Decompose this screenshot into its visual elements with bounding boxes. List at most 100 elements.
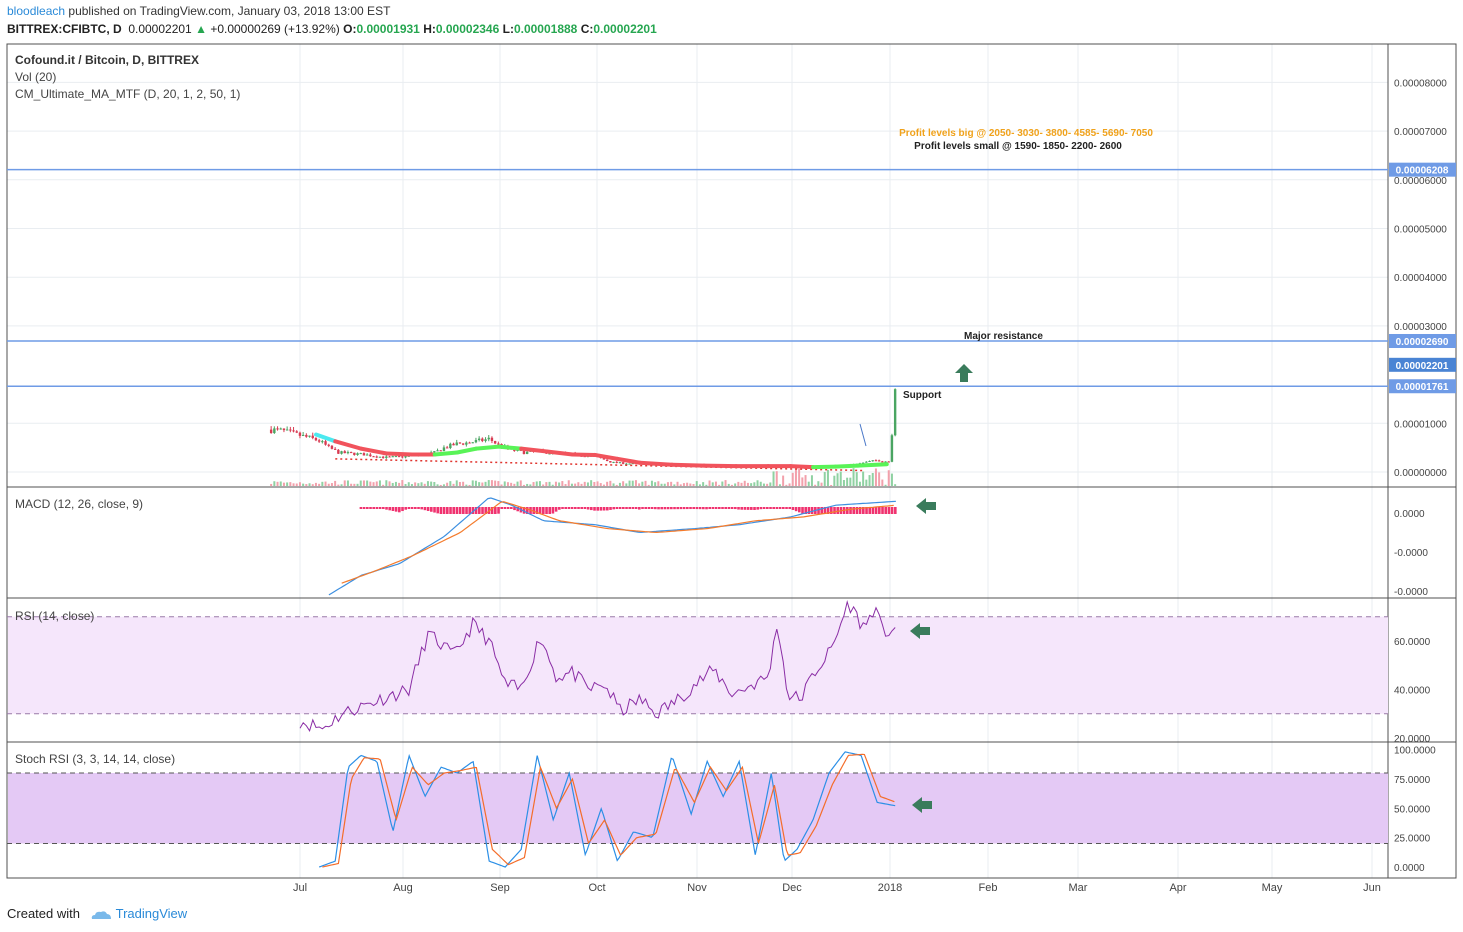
- macd-histogram-bar: [474, 507, 478, 514]
- volume-bar: [471, 480, 474, 486]
- macd-histogram-bar: [574, 507, 577, 509]
- volume-bar: [833, 475, 836, 486]
- macd-histogram-bar: [871, 507, 875, 514]
- ma-segment: [333, 439, 363, 451]
- volume-bar: [782, 475, 785, 486]
- macd-histogram-bar: [442, 507, 446, 514]
- macd-histogram-bar: [561, 507, 564, 510]
- candle-body: [321, 441, 324, 443]
- volume-bar: [346, 480, 349, 486]
- candle-body: [484, 439, 487, 442]
- macd-histogram-bar: [506, 507, 510, 509]
- volume-bar: [849, 477, 852, 486]
- volume-bar: [586, 482, 589, 486]
- macd-histogram-bar: [644, 507, 648, 509]
- macd-histogram-bar: [881, 507, 884, 514]
- macd-histogram-bar: [452, 507, 456, 514]
- macd-histogram-bar: [458, 507, 462, 514]
- macd-histogram-bar: [676, 507, 680, 510]
- volume-bar: [750, 483, 753, 486]
- volume-bar: [775, 471, 778, 486]
- macd-histogram-bar: [695, 507, 699, 510]
- macd-histogram-bar: [718, 507, 721, 509]
- volume-bar: [842, 480, 845, 486]
- volume-bar: [353, 483, 356, 486]
- candle-body: [487, 437, 490, 440]
- candle-body: [625, 463, 628, 465]
- author-link[interactable]: bloodleach: [7, 4, 66, 18]
- macd-histogram-bar: [394, 507, 398, 512]
- candle-body: [445, 447, 449, 449]
- volume-bar: [439, 484, 442, 486]
- stoch-y-tick-label: 50.0000: [1394, 804, 1431, 815]
- macd-histogram-bar: [689, 507, 692, 510]
- macd-histogram-bar: [388, 507, 392, 511]
- candle-body: [609, 461, 612, 463]
- macd-histogram-bar: [420, 507, 424, 510]
- candle-body: [289, 429, 292, 431]
- tradingview-link[interactable]: TradingView: [115, 906, 188, 921]
- publish-info: bloodleach published on TradingView.com,…: [7, 4, 390, 18]
- volume-bar: [686, 482, 689, 486]
- volume-bar: [666, 482, 669, 486]
- candle-body: [346, 452, 350, 454]
- macd-histogram-bar: [762, 507, 766, 509]
- ma-segment: [384, 451, 415, 457]
- volume-bar: [810, 475, 813, 486]
- volume-bar: [577, 482, 580, 486]
- volume-bar: [375, 481, 378, 486]
- candle-body: [314, 437, 318, 441]
- candle-body: [378, 456, 382, 458]
- price-pane-title: Cofound.it / Bitcoin, D, BITTREX: [15, 53, 199, 67]
- volume-bar: [734, 483, 737, 486]
- macd-histogram-bar: [686, 507, 689, 510]
- candle-body: [439, 450, 442, 452]
- candle-body: [269, 429, 273, 434]
- macd-histogram-bar: [401, 507, 404, 512]
- volume-bar: [807, 481, 810, 486]
- price-label: 0.00001761: [1396, 382, 1449, 393]
- macd-histogram-bar: [577, 507, 580, 509]
- volume-bar: [644, 480, 647, 486]
- volume-bar: [500, 484, 503, 486]
- volume-bar: [497, 481, 500, 486]
- candle-body: [890, 435, 894, 462]
- volume-bar: [295, 483, 298, 486]
- macd-histogram-bar: [746, 507, 750, 510]
- profit-levels-small: Profit levels small @ 1590- 1850- 2200- …: [914, 141, 1122, 152]
- candle-body: [292, 430, 295, 432]
- volume-bar: [567, 480, 570, 486]
- volume-bar: [545, 482, 548, 486]
- change-up-icon: ▲: [195, 22, 207, 36]
- volume-bar: [634, 480, 637, 486]
- macd-histogram-bar: [634, 507, 638, 509]
- macd-histogram-bar: [516, 507, 520, 512]
- macd-histogram-bar: [878, 507, 881, 514]
- macd-histogram-bar: [503, 507, 507, 509]
- volume-bar: [791, 472, 794, 486]
- volume-bar: [836, 473, 839, 486]
- volume-bar: [452, 483, 455, 486]
- volume-bar: [884, 484, 887, 486]
- macd-histogram-bar: [858, 507, 862, 514]
- volume-bar: [718, 484, 721, 486]
- candle-body: [477, 438, 481, 441]
- candle-body: [362, 453, 366, 456]
- macd-histogram-bar: [817, 507, 820, 514]
- candle-body: [273, 428, 276, 434]
- volume-bar: [878, 472, 881, 486]
- stoch-y-tick-label: 0.0000: [1394, 863, 1425, 874]
- volume-bar: [759, 481, 762, 486]
- macd-histogram-bar: [410, 507, 414, 509]
- ma-segment: [314, 432, 338, 444]
- volume-bar: [590, 480, 593, 486]
- candle-body: [874, 460, 878, 462]
- close-value: 0.00002201: [593, 22, 657, 36]
- candle-body: [349, 452, 353, 454]
- low-label: L:: [502, 22, 514, 36]
- macd-histogram-bar: [497, 507, 500, 514]
- volume-bar: [506, 482, 509, 486]
- candle-body: [388, 456, 391, 458]
- volume-bar: [894, 484, 897, 486]
